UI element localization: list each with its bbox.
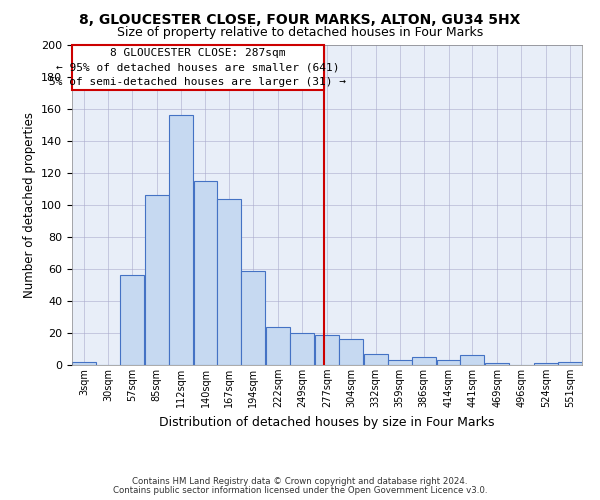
Bar — [290, 333, 314, 365]
Bar — [145, 196, 169, 365]
Text: Size of property relative to detached houses in Four Marks: Size of property relative to detached ho… — [117, 26, 483, 39]
Bar — [437, 360, 460, 365]
X-axis label: Distribution of detached houses by size in Four Marks: Distribution of detached houses by size … — [159, 416, 495, 428]
Bar — [388, 360, 412, 365]
Bar — [241, 270, 265, 365]
Bar — [364, 354, 388, 365]
Bar — [339, 340, 363, 365]
Bar — [460, 356, 484, 365]
Text: 8, GLOUCESTER CLOSE, FOUR MARKS, ALTON, GU34 5HX: 8, GLOUCESTER CLOSE, FOUR MARKS, ALTON, … — [79, 12, 521, 26]
Bar — [266, 326, 290, 365]
Bar — [412, 357, 436, 365]
Bar — [558, 362, 582, 365]
Text: Contains public sector information licensed under the Open Government Licence v3: Contains public sector information licen… — [113, 486, 487, 495]
Bar — [72, 45, 324, 90]
Bar — [534, 364, 558, 365]
Bar — [485, 364, 509, 365]
Bar — [217, 198, 241, 365]
Bar — [120, 276, 144, 365]
Bar — [72, 362, 96, 365]
Bar — [169, 116, 193, 365]
Bar — [194, 181, 217, 365]
Text: Contains HM Land Registry data © Crown copyright and database right 2024.: Contains HM Land Registry data © Crown c… — [132, 477, 468, 486]
Text: 8 GLOUCESTER CLOSE: 287sqm
← 95% of detached houses are smaller (641)
5% of semi: 8 GLOUCESTER CLOSE: 287sqm ← 95% of deta… — [49, 48, 346, 87]
Bar — [315, 334, 339, 365]
Y-axis label: Number of detached properties: Number of detached properties — [23, 112, 35, 298]
